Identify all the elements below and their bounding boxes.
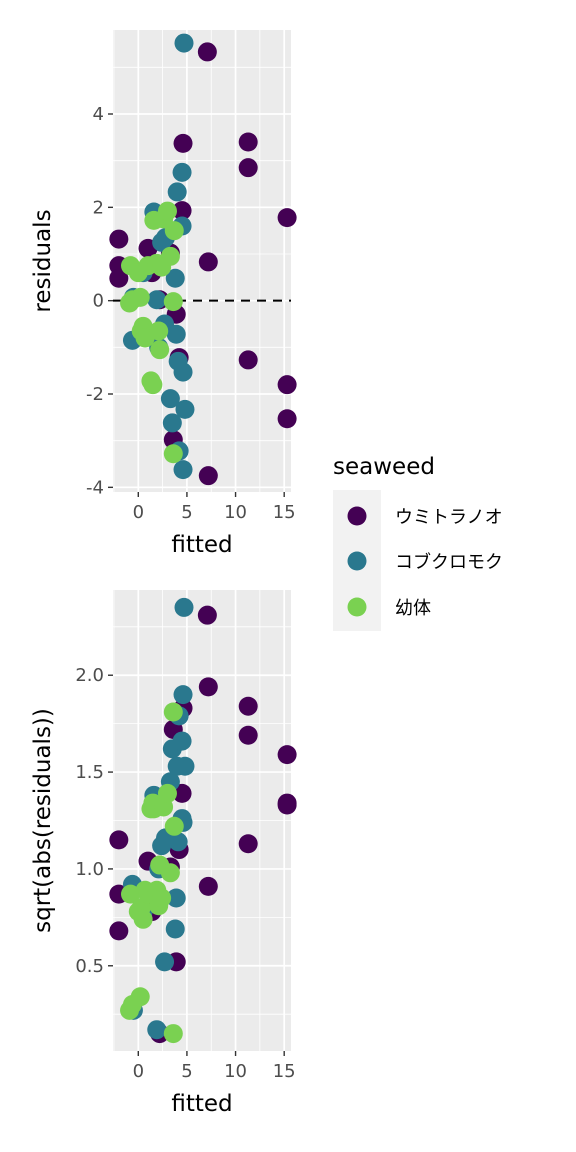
data-point [143,375,163,395]
data-point [147,1020,167,1040]
data-point [167,182,187,202]
legend-key-2 [347,551,367,571]
data-point [163,444,183,464]
y-tick-label: -2 [86,384,104,405]
x-tick-label: 5 [181,1061,192,1082]
data-point [238,696,258,716]
legend-label-2: コブクロモク [395,551,503,573]
data-point [109,229,129,249]
data-point [155,952,175,972]
data-point [197,42,217,62]
data-point [121,884,141,904]
x-tick-label: 0 [133,1061,144,1082]
data-point [152,888,172,908]
y-tick-label: 2.0 [75,665,104,686]
data-point [130,287,150,307]
data-point [277,375,297,395]
data-point [277,409,297,429]
data-point [163,702,183,722]
data-point [173,133,193,153]
data-point [175,756,195,776]
series-3 [120,201,184,464]
data-point [164,816,184,836]
legend-title: seaweed [333,454,435,480]
data-point [168,832,188,852]
data-point [166,324,186,344]
data-point [277,745,297,765]
data-point [173,460,193,480]
data-point [166,888,186,908]
data-point [162,413,182,433]
data-point [198,466,218,486]
data-point [165,919,185,939]
data-point [163,1024,183,1044]
data-point [157,201,177,221]
y-tick-label: 1.5 [75,762,104,783]
data-point [163,292,183,312]
data-point [160,246,180,266]
y-tick-label: 2 [93,197,104,218]
y-tick-label: 4 [93,104,104,125]
data-point [150,340,170,360]
x-tick-label: 0 [133,502,144,523]
data-point [173,685,193,705]
data-point [198,252,218,272]
data-point [277,793,297,813]
y-tick-label: 0.5 [75,956,104,977]
data-point [172,731,192,751]
x-tick-label: 15 [273,1061,296,1082]
x-axis-title: fitted [171,1091,232,1117]
data-point [238,132,258,152]
data-point [172,783,192,803]
data-point [147,290,167,310]
data-point [164,221,184,241]
plot-panels: 0 5 10 15 -4 -2 0 2 4 fitted residuals 0 5 10 15 0.5 1.0… [30,30,297,1117]
data-point [238,725,258,745]
x-tick-label: 5 [181,502,192,523]
x-tick-label: 15 [273,502,296,523]
data-point [197,605,217,625]
data-point [175,399,195,419]
data-point [198,876,218,896]
legend-label-3: 幼体 [395,598,431,619]
data-point [172,201,192,221]
data-point [109,921,129,941]
data-point [149,321,169,341]
data-point [165,268,185,288]
y-axis-title: residuals [30,209,56,312]
data-point [238,350,258,370]
y-tick-label: 1.0 [75,859,104,880]
data-point [160,389,180,409]
data-point [157,783,177,803]
legend-key-3 [347,597,367,617]
data-point [277,208,297,228]
data-point [174,597,194,617]
y-tick-label: 0 [93,291,104,312]
x-tick-label: 10 [224,1061,247,1082]
data-point [109,268,129,288]
data-point [133,909,153,929]
scatter-panel-2: 0 5 10 15 0.5 1.0 1.5 2.0 fitted sqrt(abs(residua… [30,590,297,1117]
x-tick-label: 10 [224,502,247,523]
x-axis-title: fitted [171,532,232,558]
data-point [109,830,129,850]
y-tick-label: -4 [86,477,104,498]
data-point [198,677,218,697]
legend-key-1 [347,506,367,526]
data-point [238,834,258,854]
y-axis-title: sqrt(abs(residuals)) [30,708,56,933]
data-point [173,362,193,382]
scatter-panel-1: 0 5 10 15 -4 -2 0 2 4 fitted residuals [30,30,297,558]
data-point [238,158,258,178]
data-point [160,863,180,883]
series-3 [120,702,184,1044]
data-point [174,33,194,53]
data-point [130,987,150,1007]
data-point [172,162,192,182]
legend-label-1: ウミトラノオ [395,507,503,528]
